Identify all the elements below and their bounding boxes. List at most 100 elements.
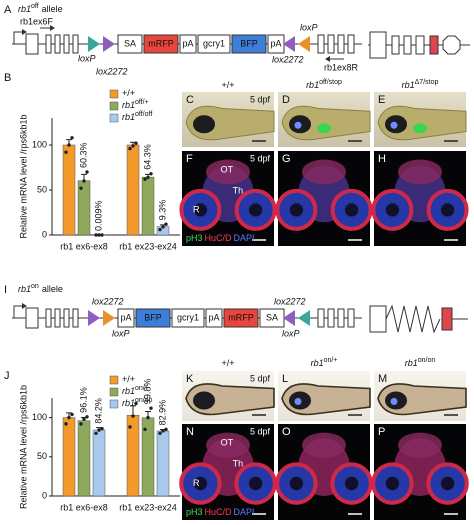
panel-letter: L xyxy=(282,373,288,385)
cassette-label: pA xyxy=(182,38,193,48)
lens xyxy=(440,203,455,217)
exon xyxy=(347,34,355,54)
data-point xyxy=(128,425,132,429)
cassette-label: SA xyxy=(124,38,136,48)
cassette-label: gcry1 xyxy=(203,38,225,48)
legend-label: +/+ xyxy=(122,88,135,98)
tissue xyxy=(397,432,443,458)
legend-swatch xyxy=(109,101,119,111)
micrograph xyxy=(179,424,277,520)
text-part: +/+ xyxy=(122,374,135,384)
superscript: Δ7/stop xyxy=(415,79,439,86)
lox-label: lox2272 xyxy=(274,296,306,306)
exon xyxy=(45,308,52,328)
data-point xyxy=(100,426,104,431)
data-point xyxy=(131,414,135,418)
text-part: rb1 xyxy=(122,398,135,408)
data-point xyxy=(143,427,147,432)
legend-label: rb1on/on xyxy=(122,397,153,408)
exon xyxy=(54,308,61,328)
cassette-box xyxy=(231,34,267,54)
tissue xyxy=(301,432,347,458)
lox-label: loxP xyxy=(300,22,318,32)
data-point xyxy=(97,233,101,237)
legend-swatch xyxy=(109,387,119,397)
stain-legend: pH3 HuC/D DAPI xyxy=(186,507,255,517)
data-point xyxy=(134,401,138,406)
panel-letter: D xyxy=(282,94,290,106)
panel-letter: H xyxy=(378,153,386,165)
data-label: 84.2% xyxy=(93,398,103,424)
lox-label: loxP xyxy=(282,328,300,338)
text-part: rb1 xyxy=(122,386,135,396)
region-label: R xyxy=(193,478,200,488)
legend-label: rb1on/+ xyxy=(122,385,149,396)
exon xyxy=(72,308,79,328)
data-point xyxy=(146,415,150,420)
lox-site xyxy=(298,36,310,52)
panel-letter: J xyxy=(4,370,10,382)
micrograph xyxy=(182,371,275,421)
primer-label: rb1ex8R xyxy=(324,62,359,72)
text-part: allele xyxy=(42,284,63,294)
text-part: +/+ xyxy=(221,358,234,368)
exon xyxy=(337,308,345,328)
exon xyxy=(72,34,79,54)
text-part: allele xyxy=(42,4,63,14)
text-part: rb1 xyxy=(122,112,135,122)
y-tick-label: 100 xyxy=(32,139,47,149)
primer-arrow xyxy=(325,56,330,62)
panel-letter: C xyxy=(186,94,194,106)
legend-label: +/+ xyxy=(122,374,135,384)
fluorescence xyxy=(413,123,427,134)
data-point xyxy=(164,222,168,226)
data-point xyxy=(85,415,89,419)
y-tick-label: 0 xyxy=(42,229,47,239)
cassette-label: BFP xyxy=(144,312,162,322)
micrograph xyxy=(275,151,373,246)
lens xyxy=(344,203,359,217)
genotype-label: +/+ xyxy=(221,358,234,368)
data-point xyxy=(146,175,150,180)
cassette-box xyxy=(179,34,197,54)
exon xyxy=(54,34,61,54)
lens xyxy=(289,203,304,217)
fish-eye xyxy=(193,391,215,410)
micrograph xyxy=(278,92,371,147)
text-part: rb1 xyxy=(18,4,31,14)
panel-title: rb1off allele xyxy=(18,3,63,14)
panel-letter: F xyxy=(186,153,193,165)
lens xyxy=(248,203,263,217)
bar xyxy=(62,144,76,236)
stage-label: 5 dpf xyxy=(250,373,271,383)
data-point xyxy=(100,233,104,237)
legend-label: rb1off/+ xyxy=(122,99,149,110)
stain-name: DAPI xyxy=(234,233,255,243)
lox-site xyxy=(88,310,100,326)
lens xyxy=(344,476,359,491)
lens xyxy=(385,203,400,217)
stain-name: DAPI xyxy=(234,507,255,517)
panel-letter: A xyxy=(4,4,12,16)
cassette-box xyxy=(143,34,179,54)
stage-label: 5 dpf xyxy=(250,94,271,104)
data-point xyxy=(64,422,68,426)
region-label: OT xyxy=(221,438,234,448)
superscript: off xyxy=(31,3,39,10)
cassette-label: SA xyxy=(266,312,278,322)
lens xyxy=(440,476,455,491)
panel-letter: G xyxy=(282,153,291,165)
data-point xyxy=(85,170,89,174)
cassette-label: mRFP xyxy=(228,312,254,322)
stage-label: 5 dpf xyxy=(250,153,271,163)
text-part: rb1 xyxy=(311,358,324,368)
lox-label: lox2272 xyxy=(96,66,128,76)
data-label: 82.9% xyxy=(157,400,167,426)
micrograph xyxy=(371,424,469,520)
region-label: OT xyxy=(221,164,234,174)
text-part: rb1 xyxy=(402,80,415,90)
micrograph xyxy=(182,92,275,147)
micrograph xyxy=(374,371,467,421)
cassette-label: pA xyxy=(120,312,131,322)
